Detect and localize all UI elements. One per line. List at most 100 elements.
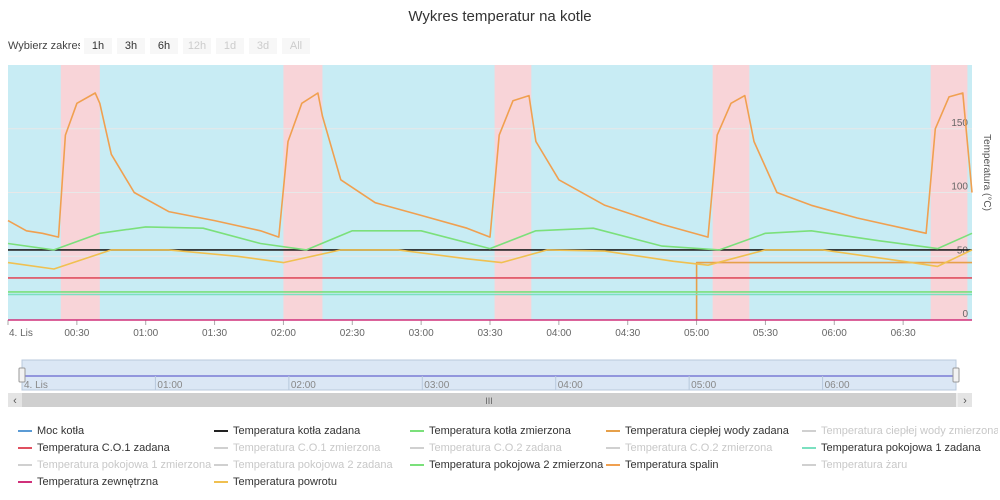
x-tick-label: 01:30 xyxy=(202,328,227,339)
legend-item[interactable]: Moc kotła xyxy=(18,424,214,437)
x-tick-label: 00:30 xyxy=(64,328,89,339)
navigator-tick-label: 01:00 xyxy=(157,380,182,391)
legend-swatch-icon xyxy=(606,446,620,449)
y-axis-label: Temperatura (°C) xyxy=(981,134,992,211)
range-selector: Wybierz zakres 1h 3h 6h 12h 1d 3d All xyxy=(8,37,315,55)
y-tick-label: 0 xyxy=(962,309,968,320)
navigator-tick-label: 04:00 xyxy=(558,380,583,391)
legend-item[interactable]: Temperatura spalin xyxy=(606,458,802,471)
range-button-3h[interactable]: 3h xyxy=(117,38,145,54)
series-line xyxy=(7,249,973,270)
legend-label: Temperatura ciepłej wody zmierzona xyxy=(821,424,998,437)
legend-swatch-icon xyxy=(214,446,228,449)
chart-title: Wykres temperatur na kotle xyxy=(408,8,592,25)
chart-legend: Moc kotła Temperatura kotła zadana Tempera… xyxy=(18,424,998,488)
legend-item[interactable]: Temperatura C.O.1 zmierzona xyxy=(214,441,410,454)
x-tick-label: 04:30 xyxy=(615,328,640,339)
scrollbar-grip-icon: III xyxy=(485,396,493,406)
range-button-1d[interactable]: 1d xyxy=(216,38,244,54)
range-button-3d[interactable]: 3d xyxy=(249,38,277,54)
legend-swatch-icon xyxy=(18,463,32,466)
scrollbar-left-button[interactable] xyxy=(8,393,22,407)
legend-item[interactable]: Temperatura kotła zadana xyxy=(214,424,410,437)
legend-swatch-icon xyxy=(18,429,32,432)
legend-item[interactable]: Temperatura zewnętrzna xyxy=(18,475,214,488)
legend-label: Temperatura spalin xyxy=(625,458,719,471)
x-tick-label: 03:30 xyxy=(477,328,502,339)
y-tick-label: 100 xyxy=(951,182,968,193)
legend-item[interactable]: Temperatura C.O.2 zadana xyxy=(410,441,606,454)
range-button-12h[interactable]: 12h xyxy=(183,38,211,54)
legend-swatch-icon xyxy=(18,446,32,449)
series-line xyxy=(695,261,972,320)
legend-item[interactable]: Temperatura pokojowa 2 zadana xyxy=(214,458,410,471)
navigator-tick-label: 02:00 xyxy=(291,380,316,391)
legend-label: Temperatura C.O.2 zmierzona xyxy=(625,441,773,454)
navigator-tick-label: 05:00 xyxy=(691,380,716,391)
y-tick-label: 50 xyxy=(957,245,969,256)
legend-label: Temperatura kotła zmierzona xyxy=(429,424,571,437)
legend-label: Temperatura pokojowa 2 zadana xyxy=(233,458,393,471)
legend-item[interactable]: Temperatura pokojowa 2 zmierzona xyxy=(410,458,606,471)
series-line xyxy=(7,226,973,251)
legend-swatch-icon xyxy=(410,463,424,466)
legend-item[interactable]: Temperatura powrotu xyxy=(214,475,410,488)
legend-swatch-icon xyxy=(214,429,228,432)
legend-label: Temperatura powrotu xyxy=(233,475,337,488)
legend-label: Temperatura C.O.2 zadana xyxy=(429,441,562,454)
x-tick-label: 01:00 xyxy=(133,328,158,339)
legend-item[interactable]: Temperatura kotła zmierzona xyxy=(410,424,606,437)
legend-item[interactable]: Temperatura pokojowa 1 zmierzona xyxy=(18,458,214,471)
chart-area: 0 50 100 150 Temperatura (°C) 4. Lis 00:30 01:0… xyxy=(7,65,992,407)
navigator-tick-label: 03:00 xyxy=(424,380,449,391)
range-button-1h[interactable]: 1h xyxy=(84,38,112,54)
legend-label: Temperatura C.O.1 zmierzona xyxy=(233,441,381,454)
series-line xyxy=(7,92,973,238)
legend-label: Moc kotła xyxy=(37,424,85,437)
legend-item[interactable]: Temperatura C.O.1 zadana xyxy=(18,441,214,454)
navigator-handle-left[interactable] xyxy=(18,367,26,383)
legend-swatch-icon xyxy=(606,429,620,432)
scrollbar-thumb[interactable] xyxy=(22,393,956,407)
legend-label: Temperatura zewnętrzna xyxy=(37,475,159,488)
legend-label: Temperatura żaru xyxy=(821,458,908,471)
legend-label: Temperatura pokojowa 1 zmierzona xyxy=(37,458,212,471)
legend-swatch-icon xyxy=(802,446,816,449)
legend-item[interactable]: Temperatura pokojowa 1 zadana xyxy=(802,441,998,454)
legend-item[interactable]: Temperatura ciepłej wody zmierzona xyxy=(802,424,998,437)
scrollbar-right-button[interactable] xyxy=(958,393,972,407)
range-button-all[interactable]: All xyxy=(282,38,310,54)
legend-item[interactable]: Temperatura ciepłej wody zadana xyxy=(606,424,802,437)
legend-label: Temperatura C.O.1 zadana xyxy=(37,441,170,454)
x-tick-label: 06:30 xyxy=(891,328,916,339)
legend-label: Temperatura pokojowa 1 zadana xyxy=(821,441,981,454)
navigator-window[interactable] xyxy=(21,359,957,391)
legend-swatch-icon xyxy=(410,446,424,449)
legend-label: Temperatura kotła zadana xyxy=(233,424,361,437)
x-tick-label: 02:30 xyxy=(340,328,365,339)
legend-swatch-icon xyxy=(410,429,424,432)
range-button-6h[interactable]: 6h xyxy=(150,38,178,54)
legend-swatch-icon xyxy=(802,463,816,466)
legend-swatch-icon xyxy=(18,480,32,483)
x-tick-label: 05:30 xyxy=(753,328,778,339)
legend-label: Temperatura pokojowa 2 zmierzona xyxy=(429,458,604,471)
scrollbar-right-arrow-icon[interactable]: › xyxy=(963,395,967,407)
legend-swatch-icon xyxy=(802,429,816,432)
navigator-tick-label: 06:00 xyxy=(825,380,850,391)
range-selector-label: Wybierz zakres xyxy=(8,40,80,52)
x-tick-label: 4. Lis xyxy=(9,328,33,339)
legend-label: Temperatura ciepłej wody zadana xyxy=(625,424,789,437)
legend-swatch-icon xyxy=(214,480,228,483)
navigator-tick-label: 4. Lis xyxy=(24,380,48,391)
legend-swatch-icon xyxy=(214,463,228,466)
legend-item[interactable]: Temperatura żaru xyxy=(802,458,998,471)
scrollbar-left-arrow-icon[interactable]: ‹ xyxy=(13,395,17,407)
navigator-handle-right[interactable] xyxy=(952,367,960,383)
legend-swatch-icon xyxy=(606,463,620,466)
x-tick-label: 06:00 xyxy=(822,328,847,339)
x-tick-label: 05:00 xyxy=(684,328,709,339)
legend-item[interactable]: Temperatura C.O.2 zmierzona xyxy=(606,441,802,454)
y-tick-label: 150 xyxy=(951,118,968,129)
x-tick-label: 02:00 xyxy=(271,328,296,339)
